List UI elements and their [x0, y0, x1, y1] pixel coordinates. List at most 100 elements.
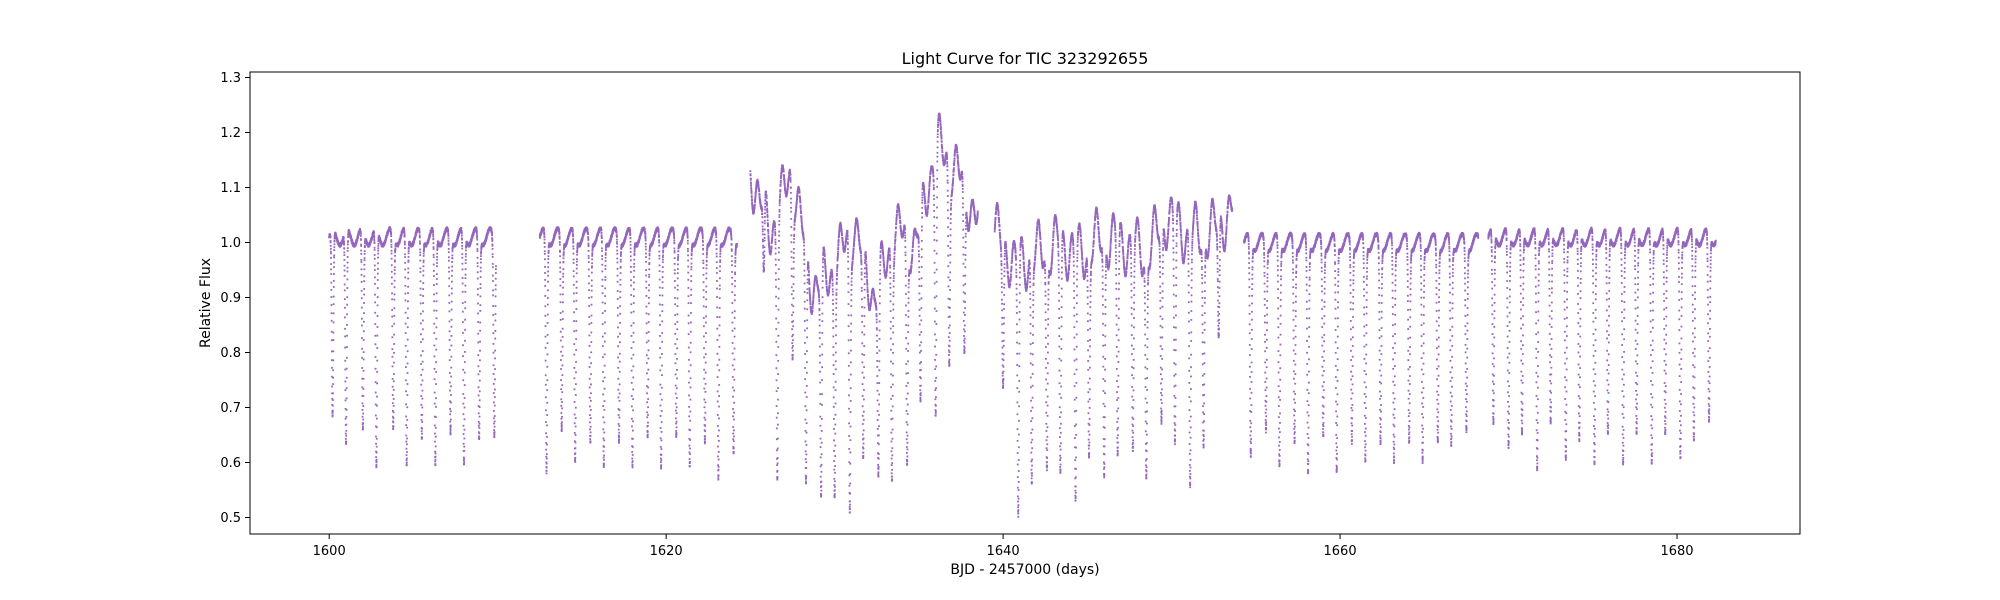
flux-point: [343, 254, 346, 256]
flux-point: [432, 246, 435, 248]
flux-point: [407, 250, 410, 253]
flux-point: [648, 284, 650, 286]
flux-point: [572, 270, 575, 273]
flux-point: [661, 332, 664, 334]
flux-point: [645, 286, 648, 289]
flux-point: [573, 343, 576, 345]
flux-point: [432, 263, 435, 266]
flux-point: [406, 406, 409, 409]
flux-point: [659, 415, 662, 417]
flux-point: [448, 270, 450, 273]
flux-point: [676, 288, 679, 291]
flux-point: [631, 451, 634, 453]
flux-point: [485, 239, 487, 242]
flux-point: [434, 460, 437, 463]
flux-point: [419, 259, 422, 262]
flux-point: [660, 464, 663, 467]
flux-point: [434, 432, 436, 435]
flux-point: [630, 271, 632, 273]
flux-point: [587, 255, 590, 257]
flux-point: [589, 435, 592, 437]
flux-point: [575, 308, 578, 310]
flux-point: [705, 332, 707, 335]
flux-point: [394, 259, 396, 262]
flux-point: [404, 247, 406, 249]
flux-point: [391, 298, 393, 301]
flux-point: [360, 245, 363, 247]
flux-point: [646, 424, 649, 427]
flux-point: [385, 238, 388, 241]
flux-point: [405, 415, 408, 418]
flux-point: [643, 227, 646, 230]
flux-point: [658, 244, 661, 247]
flux-point: [376, 404, 378, 407]
flux-point: [330, 252, 332, 255]
flux-point: [448, 359, 451, 362]
flux-point: [435, 317, 438, 320]
flux-point: [632, 295, 635, 298]
flux-point: [575, 299, 578, 302]
flux-point: [646, 416, 649, 419]
flux-point: [362, 320, 365, 323]
flux-point: [551, 241, 554, 244]
flux-point: [645, 269, 648, 271]
flux-point: [469, 242, 472, 245]
flux-point: [629, 233, 632, 235]
flux-point: [361, 408, 364, 411]
flux-point: [422, 265, 425, 268]
flux-point: [544, 335, 547, 338]
flux-point: [431, 227, 434, 230]
flux-point: [492, 289, 494, 292]
flux-point: [545, 448, 548, 451]
flux-point: [494, 357, 497, 360]
flux-point: [674, 353, 677, 355]
flux-point: [644, 237, 647, 240]
flux-point: [648, 273, 651, 276]
flux-point: [603, 332, 606, 335]
flux-point: [428, 236, 431, 239]
flux-point: [420, 403, 423, 406]
flux-point: [344, 327, 346, 330]
flux-point: [491, 255, 494, 258]
flux-point: [575, 371, 577, 374]
flux-point: [547, 289, 549, 292]
flux-point: [618, 370, 621, 373]
flux-point: [456, 238, 459, 241]
flux-point: [420, 341, 422, 344]
flux-point: [462, 402, 465, 405]
flux-point: [435, 273, 438, 275]
flux-point: [630, 395, 633, 398]
flux-point: [546, 424, 548, 427]
flux-point: [616, 298, 619, 300]
flux-point: [394, 247, 397, 250]
flux-point: [450, 335, 453, 337]
flux-point: [479, 258, 482, 260]
flux-point: [676, 313, 679, 316]
flux-point: [704, 382, 707, 385]
flux-point: [461, 237, 463, 240]
flux-point: [477, 293, 479, 296]
flux-point: [647, 368, 650, 371]
flux-point: [494, 277, 497, 280]
flux-point: [420, 354, 422, 357]
flux-point: [660, 467, 662, 470]
flux-point: [419, 280, 422, 283]
flux-point: [462, 459, 465, 462]
flux-point: [544, 305, 547, 308]
flux-point: [486, 233, 489, 236]
flux-point: [330, 273, 333, 275]
flux-point: [572, 292, 575, 295]
flux-point: [688, 444, 691, 447]
flux-point: [329, 244, 332, 247]
flux-point: [376, 395, 378, 398]
flux-point: [449, 400, 451, 403]
flux-point: [687, 247, 689, 250]
flux-point: [689, 364, 692, 367]
flux-point: [378, 235, 381, 238]
flux-point: [703, 335, 705, 338]
flux-point: [479, 321, 482, 324]
flux-point: [413, 240, 416, 243]
flux-point: [333, 239, 336, 242]
flux-point: [434, 463, 437, 466]
flux-point: [612, 231, 615, 234]
